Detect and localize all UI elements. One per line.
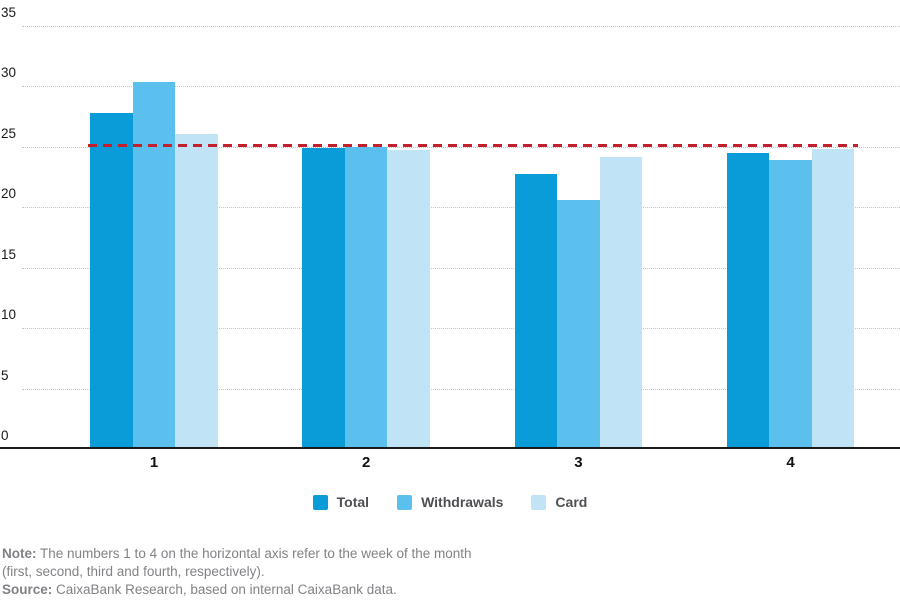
bar-card-week-1 [175, 134, 218, 447]
legend-item-total: Total [312, 494, 370, 510]
source-label: Source: [2, 582, 53, 597]
legend-label-total: Total [336, 494, 370, 510]
reference-dashed-line [88, 144, 858, 148]
bar-withdrawals-week-1 [132, 82, 176, 447]
legend-item-withdrawals: Withdrawals [397, 494, 503, 510]
plot-area: 0 5 10 15 20 25 30 35 1 2 3 4 [0, 4, 900, 471]
x-tick-label-1: 1 [149, 454, 159, 471]
note-line-2: (first, second, third and fourth, respec… [2, 563, 762, 581]
y-tick-label-30: 30 [1, 65, 17, 80]
legend-item-card: Card [531, 494, 587, 510]
y-tick-label-0: 0 [1, 428, 9, 443]
gridline-y-35 [22, 25, 900, 27]
source-text: CaixaBank Research, based on internal Ca… [56, 582, 397, 597]
y-tick-label-25: 25 [1, 125, 17, 141]
gridline-y-30 [22, 86, 900, 87]
legend-swatch-card-icon [531, 494, 547, 510]
y-tick-label-20: 20 [1, 186, 17, 201]
bar-card-week-4 [811, 148, 855, 447]
note-line-1: Note: The numbers 1 to 4 on the horizont… [2, 545, 762, 563]
legend-label-card: Card [555, 494, 588, 510]
bar-total-week-2 [302, 147, 345, 447]
note-text-1: The numbers 1 to 4 on the horizontal axi… [40, 546, 472, 561]
y-tick-label-10: 10 [1, 307, 17, 322]
bar-withdrawals-week-3 [557, 199, 600, 447]
note-block: Note: The numbers 1 to 4 on the horizont… [2, 545, 762, 599]
gridline-y-5 [22, 388, 900, 390]
x-tick-label-3: 3 [574, 454, 583, 471]
bar-withdrawals-week-2 [344, 146, 388, 447]
bar-card-week-2 [387, 150, 430, 447]
x-tick-label-2: 2 [362, 454, 371, 471]
bar-withdrawals-week-4 [769, 159, 812, 447]
bar-total-week-3 [514, 174, 558, 447]
legend-label-withdrawals: Withdrawals [421, 494, 504, 510]
x-tick-label-4: 4 [786, 454, 795, 471]
legend-swatch-withdrawals-icon [397, 494, 413, 510]
bar-total-week-1 [90, 112, 133, 447]
chart-legend: Total Withdrawals Card [0, 492, 900, 512]
gridline-y-15 [22, 267, 900, 269]
x-axis-line [0, 447, 900, 449]
source-line: Source: CaixaBank Research, based on int… [2, 581, 762, 599]
note-text-2: (first, second, third and fourth, respec… [2, 564, 265, 579]
bar-total-week-4 [726, 152, 770, 447]
y-tick-label-5: 5 [1, 367, 9, 383]
legend-swatch-total-icon [312, 494, 328, 510]
y-tick-label-35: 35 [1, 4, 17, 20]
gridline-y-10 [22, 328, 900, 329]
bar-card-week-3 [599, 157, 643, 447]
note-label: Note: [2, 546, 37, 561]
y-tick-label-15: 15 [1, 246, 17, 262]
gridline-y-20 [22, 207, 900, 208]
